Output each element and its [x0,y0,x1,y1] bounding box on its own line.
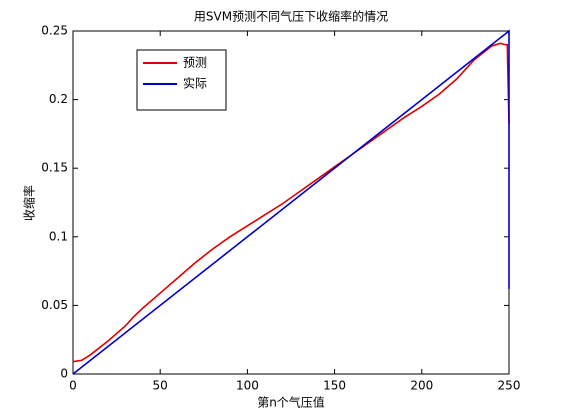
x-axis-label: 第n个气压值 [257,395,325,410]
y-tick-label: 0.2 [49,92,68,106]
y-tick-label: 0.15 [41,161,68,175]
y-tick-label: 0.25 [41,24,68,38]
x-tick-label: 150 [323,379,346,393]
chart-title: 用SVM预测不同气压下收缩率的情况 [194,9,388,24]
x-tick-label: 250 [498,379,521,393]
series-line [72,42,510,363]
legend-label: 实际 [183,76,207,91]
legend-box [136,49,227,111]
y-tick-label: 0 [60,367,68,381]
x-tick-label: 100 [236,379,259,393]
y-tick-label: 0.1 [49,229,68,243]
y-tick-label: 0.05 [41,298,68,312]
legend-label: 预测 [183,56,207,70]
x-tick-label: 50 [153,379,168,393]
series-line [72,29,510,375]
y-axis-label: 收缩率 [22,185,37,221]
x-tick-label: 200 [410,379,433,393]
x-tick-label: 0 [69,379,77,393]
